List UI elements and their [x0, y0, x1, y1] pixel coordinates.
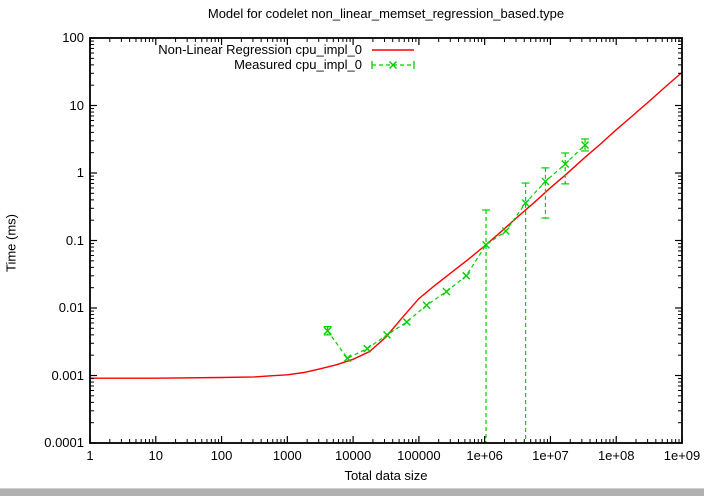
x-tick-label: 1e+08 [597, 448, 635, 463]
plot-frame [89, 37, 683, 444]
measured-point-marker [521, 198, 530, 207]
measured-point-marker [383, 330, 392, 339]
measured-point-marker [402, 318, 411, 327]
y-tick-label: 0.01 [58, 300, 84, 315]
y-tick-label: 1 [76, 165, 84, 180]
y-tick-label: 100 [62, 30, 84, 45]
y-tick-label: 0.0001 [44, 435, 84, 450]
regression-curve [90, 71, 683, 379]
measured-point-marker [482, 240, 491, 249]
measured-point-marker [501, 227, 510, 236]
legend-line-sample-regression [372, 48, 414, 51]
x-tick-label: 10000 [335, 448, 372, 463]
y-tick-label: 10 [69, 97, 84, 113]
y-tick-label: 0.001 [51, 367, 84, 383]
window-bottom-bar [0, 488, 704, 496]
y-tick-label: 0.1 [65, 232, 84, 248]
legend-label-measured: Measured cpu_impl_0 [234, 57, 362, 72]
measured-point-marker [422, 301, 431, 310]
legend-entry-regression: Non-Linear Regression cpu_impl_0 [158, 42, 416, 57]
legend-label-regression: Non-Linear Regression cpu_impl_0 [158, 42, 362, 57]
measured-point-marker [541, 177, 550, 186]
x-tick-label: 1e+09 [663, 448, 701, 463]
x-tick-label: 10 [148, 448, 163, 463]
measured-point-marker [581, 140, 590, 149]
measured-point-marker [561, 159, 570, 168]
measured-point-marker [363, 344, 372, 353]
x-axis-title: Total data size [344, 468, 428, 483]
measured-point-marker [462, 271, 471, 280]
legend-entry-measured: Measured cpu_impl_0 [234, 57, 416, 72]
x-tick-label: 100000 [397, 448, 441, 463]
measured-point-marker [442, 287, 451, 296]
y-axis-title: Time (ms) [3, 213, 19, 273]
measured-point-marker [323, 326, 332, 335]
x-tick-label: 1e+06 [466, 448, 503, 463]
chart-title: Model for codelet non_linear_memset_regr… [207, 6, 565, 21]
x-tick-label: 1 [86, 448, 94, 463]
x-tick-label: 1000 [272, 448, 302, 463]
x-tick-label: 100 [210, 448, 233, 463]
measured-point-marker [343, 354, 352, 363]
x-tick-label: 1e+07 [532, 448, 569, 463]
measured-line [327, 144, 586, 360]
legend-errorbar-sample-measured [371, 60, 415, 69]
